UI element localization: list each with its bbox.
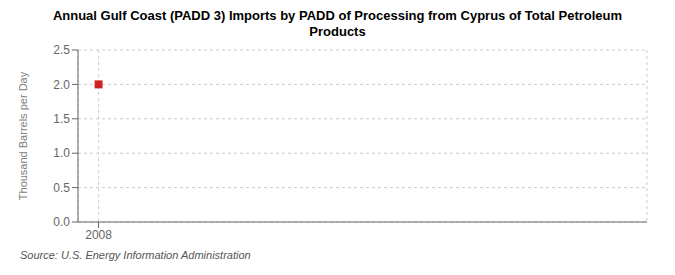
html-text:Annual Gulf Coast (PADD 3) Imp: Annual Gulf Coast (PADD 3) Imports by PA… bbox=[52, 8, 623, 23]
svg-text:1.5: 1.5 bbox=[53, 112, 70, 126]
html-text:Source: U.S. Energy Informatio: Source: U.S. Energy Information Administ… bbox=[20, 249, 251, 261]
svg-text:0.5: 0.5 bbox=[53, 181, 70, 195]
svg-text:2.5: 2.5 bbox=[53, 43, 70, 57]
svg-text:2008: 2008 bbox=[85, 228, 112, 242]
svg-text:0.0: 0.0 bbox=[53, 215, 70, 229]
svg-text:Thousand Barrels per Day: Thousand Barrels per Day bbox=[17, 71, 29, 200]
svg-text:2.0: 2.0 bbox=[53, 78, 70, 92]
html-text:Products: Products bbox=[309, 24, 366, 39]
svg-text:1.0: 1.0 bbox=[53, 146, 70, 160]
